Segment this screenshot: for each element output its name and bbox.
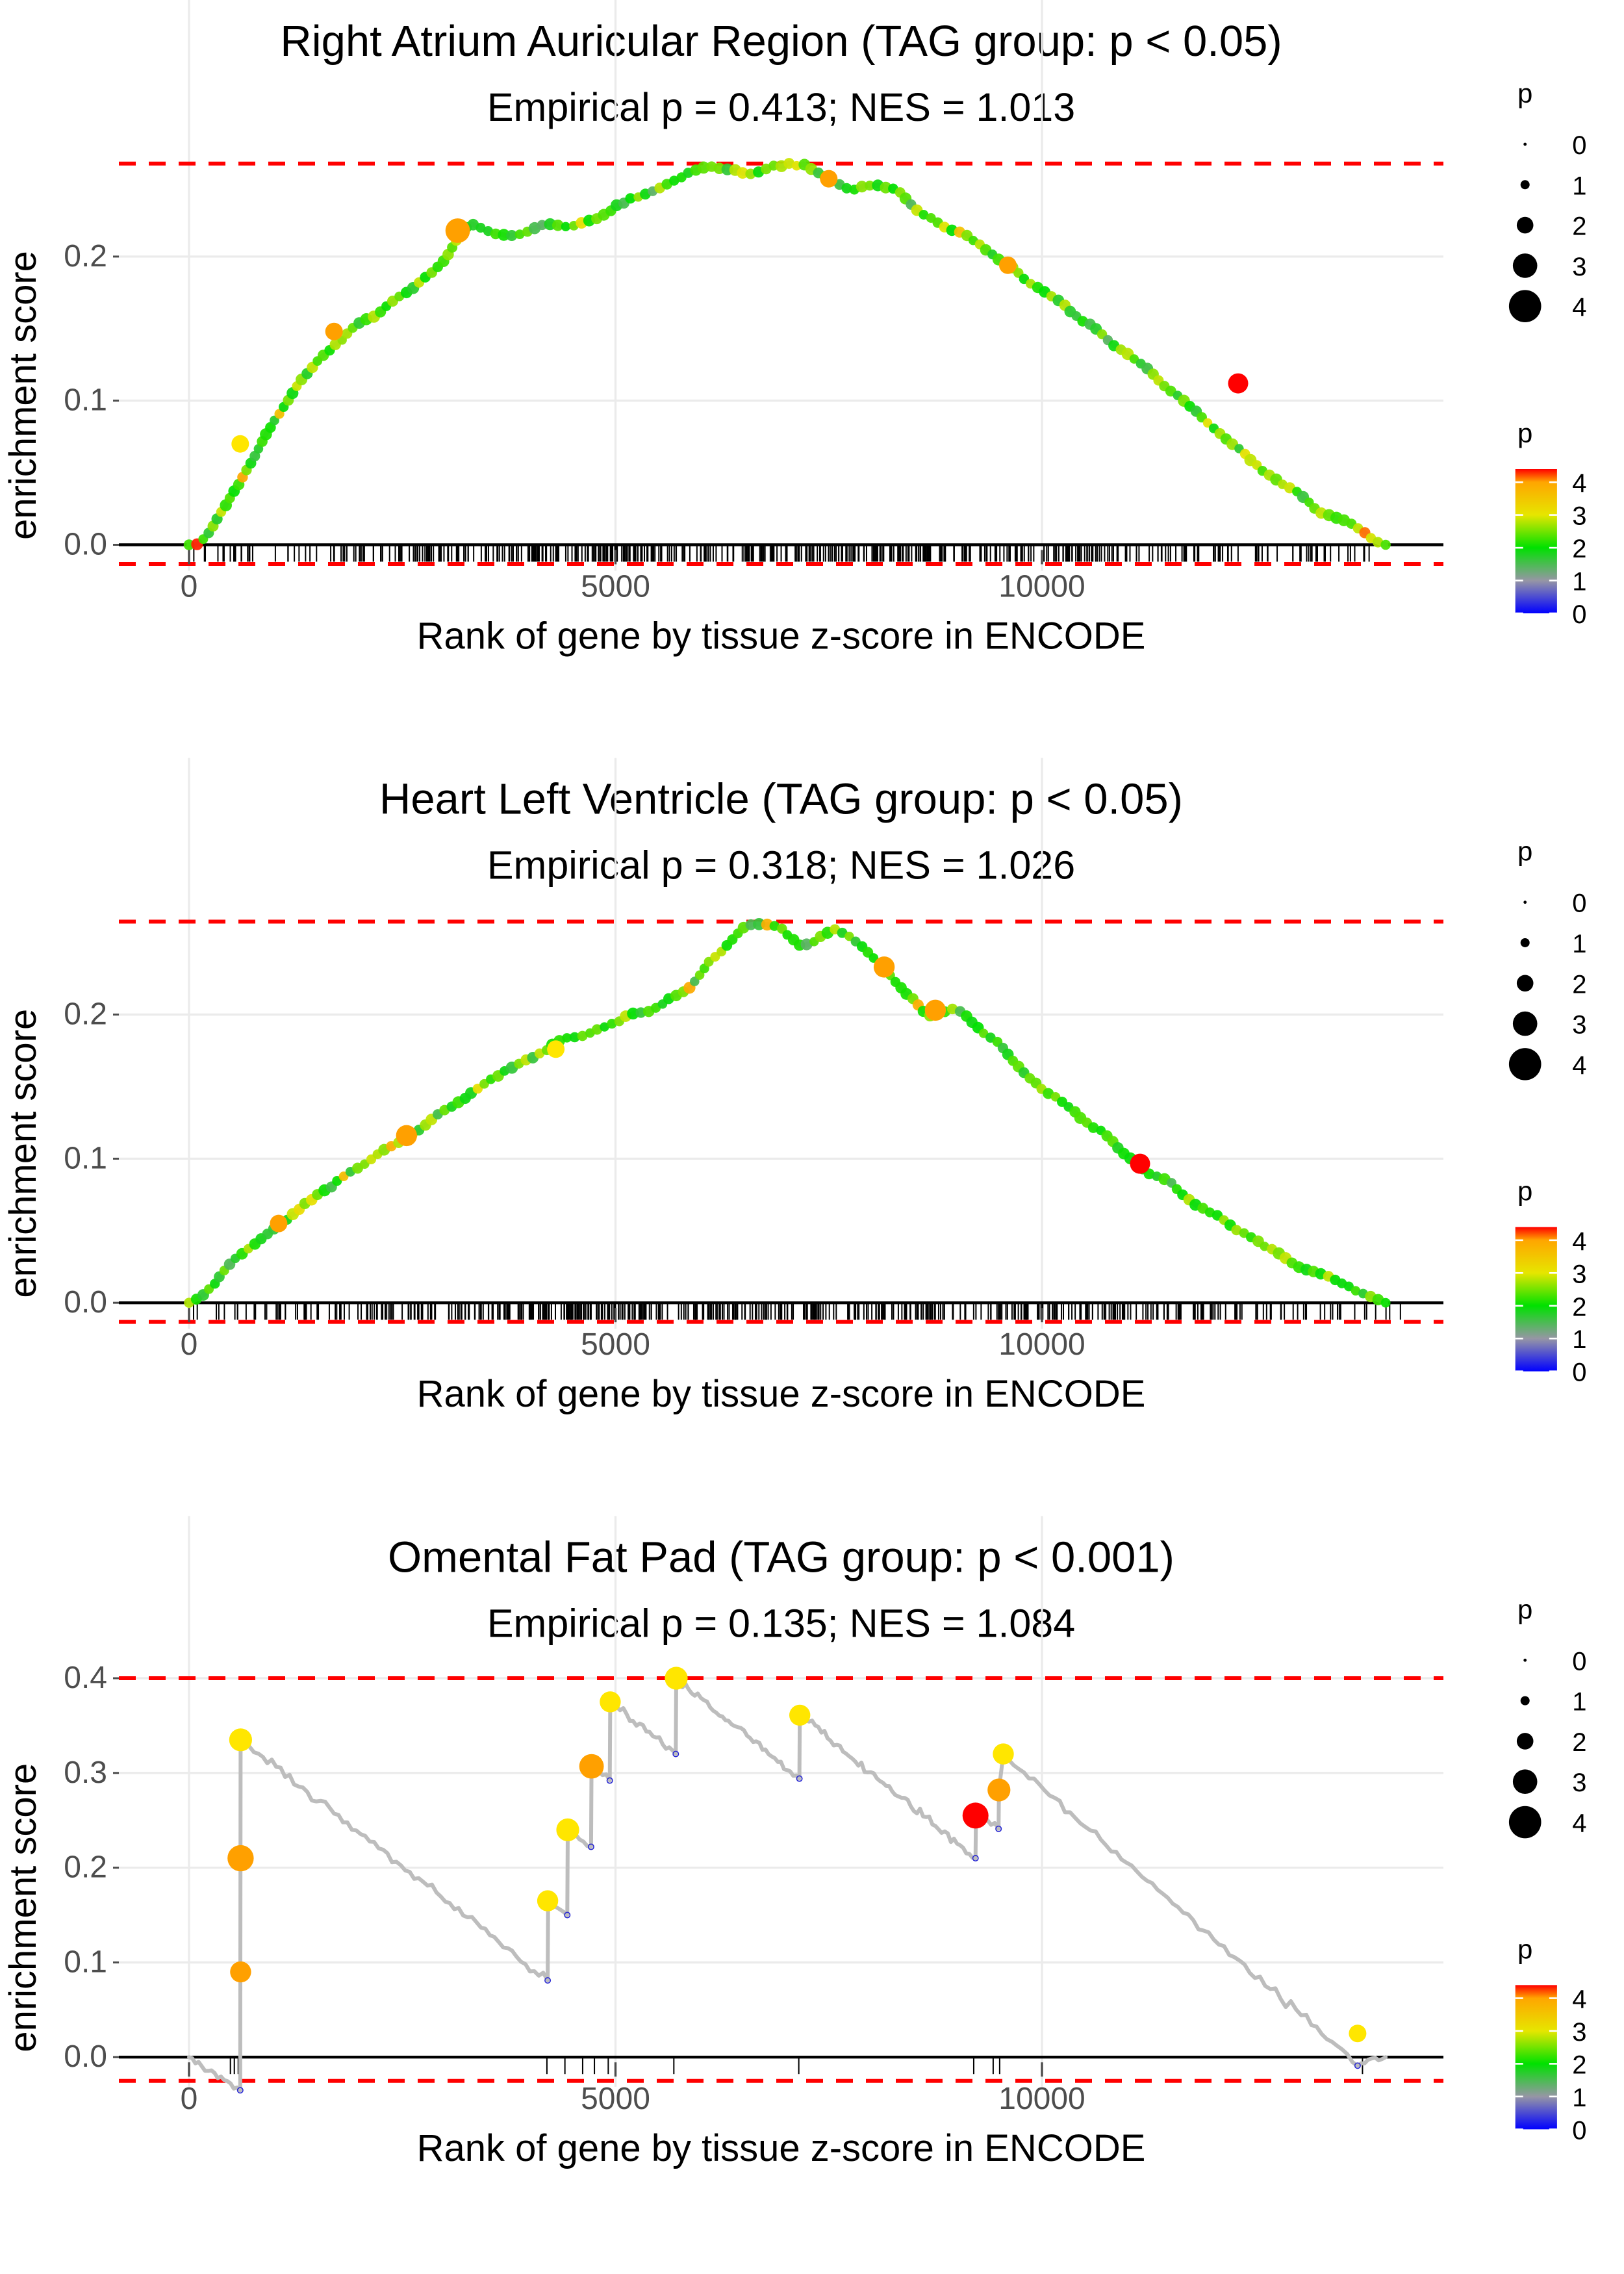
svg-text:1: 1 <box>1572 1325 1586 1354</box>
svg-text:2: 2 <box>1572 1728 1586 1757</box>
svg-text:3: 3 <box>1572 2018 1586 2047</box>
svg-text:0: 0 <box>1572 889 1586 918</box>
svg-text:4: 4 <box>1572 1986 1586 2014</box>
svg-text:p: p <box>1517 836 1532 867</box>
svg-text:3: 3 <box>1572 1769 1586 1797</box>
svg-text:Rank of gene by tissue z-score: Rank of gene by tissue z-score in ENCODE <box>417 615 1146 658</box>
svg-text:1: 1 <box>1572 568 1586 596</box>
svg-text:4: 4 <box>1572 1051 1586 1080</box>
svg-text:3: 3 <box>1572 1011 1586 1040</box>
svg-text:5000: 5000 <box>581 2082 650 2116</box>
svg-text:0.0: 0.0 <box>64 1285 107 1320</box>
svg-text:3: 3 <box>1572 253 1586 281</box>
svg-text:0.1: 0.1 <box>64 1945 107 1979</box>
svg-text:3: 3 <box>1572 502 1586 531</box>
svg-text:2: 2 <box>1572 535 1586 563</box>
svg-text:5000: 5000 <box>581 1327 650 1362</box>
svg-text:0.4: 0.4 <box>64 1661 107 1695</box>
svg-text:0.2: 0.2 <box>64 239 107 274</box>
svg-text:p: p <box>1517 78 1532 109</box>
svg-text:p: p <box>1517 1594 1532 1624</box>
svg-text:0: 0 <box>181 1327 198 1362</box>
svg-text:4: 4 <box>1572 293 1586 322</box>
svg-text:0: 0 <box>1572 1359 1586 1387</box>
svg-text:1: 1 <box>1572 2084 1586 2112</box>
svg-text:3: 3 <box>1572 1260 1586 1288</box>
svg-text:0.1: 0.1 <box>64 1141 107 1175</box>
svg-text:p: p <box>1517 1934 1532 1964</box>
svg-text:Omental Fat Pad (TAG group: p: Omental Fat Pad (TAG group: p < 0.001) <box>388 1533 1174 1581</box>
svg-text:Rank of gene by tissue z-score: Rank of gene by tissue z-score in ENCODE <box>417 2127 1146 2169</box>
svg-text:4: 4 <box>1572 1809 1586 1838</box>
svg-text:2: 2 <box>1572 212 1586 241</box>
svg-text:enrichment score: enrichment score <box>2 1763 44 2052</box>
svg-text:0.0: 0.0 <box>64 2039 107 2074</box>
svg-text:0.1: 0.1 <box>64 383 107 418</box>
svg-text:0.3: 0.3 <box>64 1756 107 1790</box>
svg-text:0: 0 <box>1572 131 1586 160</box>
svg-text:Empirical p = 0.413; NES = 1.0: Empirical p = 0.413; NES = 1.013 <box>487 85 1075 129</box>
svg-text:4: 4 <box>1572 1227 1586 1256</box>
svg-text:0.2: 0.2 <box>64 997 107 1032</box>
svg-text:Right Atrium Auricular Region: Right Atrium Auricular Region (TAG group… <box>280 17 1282 66</box>
svg-text:enrichment score: enrichment score <box>2 251 44 540</box>
svg-text:Heart Left Ventricle (TAG grou: Heart Left Ventricle (TAG group: p < 0.0… <box>379 775 1183 824</box>
svg-text:0: 0 <box>1572 600 1586 629</box>
svg-text:p: p <box>1517 418 1532 448</box>
svg-text:Rank of gene by tissue z-score: Rank of gene by tissue z-score in ENCODE <box>417 1373 1146 1415</box>
svg-text:Empirical p = 0.318; NES = 1.0: Empirical p = 0.318; NES = 1.026 <box>487 843 1075 888</box>
svg-text:5000: 5000 <box>581 570 650 604</box>
svg-text:Empirical p = 0.135; NES = 1.0: Empirical p = 0.135; NES = 1.084 <box>487 1601 1075 1645</box>
svg-text:2: 2 <box>1572 2050 1586 2079</box>
svg-text:10000: 10000 <box>998 570 1085 604</box>
svg-text:2: 2 <box>1572 1293 1586 1322</box>
svg-text:0: 0 <box>181 2082 198 2116</box>
svg-text:0: 0 <box>181 570 198 604</box>
svg-text:1: 1 <box>1572 172 1586 200</box>
svg-text:enrichment score: enrichment score <box>2 1009 44 1298</box>
svg-text:10000: 10000 <box>998 1327 1085 1362</box>
svg-text:4: 4 <box>1572 469 1586 498</box>
svg-text:2: 2 <box>1572 970 1586 999</box>
svg-text:1: 1 <box>1572 930 1586 958</box>
svg-text:0: 0 <box>1572 1647 1586 1676</box>
svg-text:1: 1 <box>1572 1688 1586 1717</box>
svg-text:0: 0 <box>1572 2116 1586 2145</box>
svg-text:0.2: 0.2 <box>64 1850 107 1885</box>
svg-text:p: p <box>1517 1176 1532 1207</box>
svg-text:10000: 10000 <box>998 2082 1085 2116</box>
svg-text:0.0: 0.0 <box>64 528 107 562</box>
